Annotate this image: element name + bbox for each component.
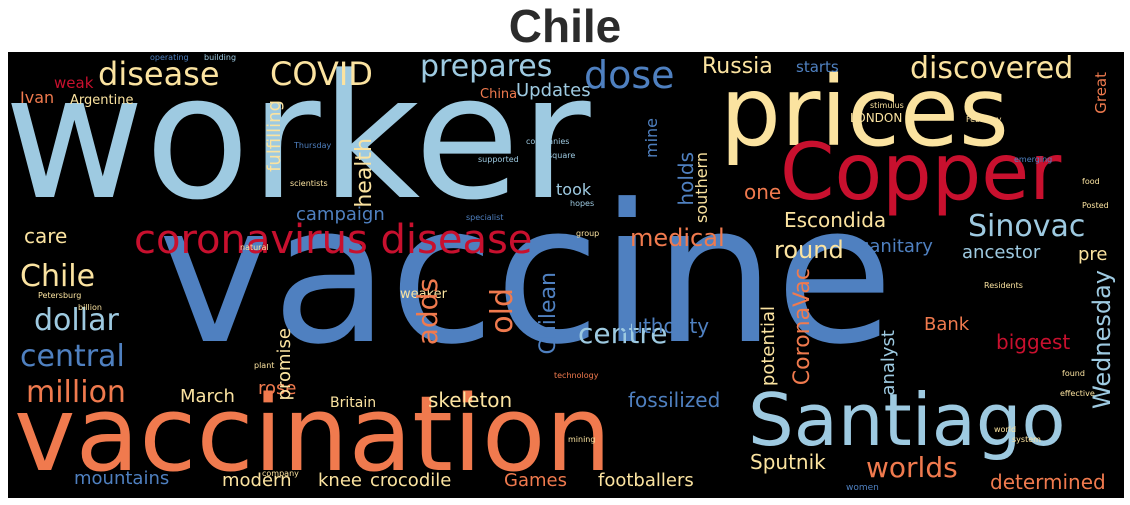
word-system: system — [1012, 435, 1041, 444]
word-hopes: hopes — [570, 199, 595, 208]
word-women: women — [846, 483, 879, 493]
word-disease: disease — [98, 55, 220, 93]
word-escondida: Escondida — [784, 208, 887, 232]
word-million: million — [26, 375, 126, 410]
word-petersburg: Petersburg — [38, 291, 82, 300]
word-coronavirus-disease: coronavirus disease — [134, 217, 533, 263]
word-dollar: dollar — [34, 303, 119, 338]
word-ancestor: ancestor — [962, 242, 1041, 263]
word-stimulus: stimulus — [870, 101, 904, 110]
word-central: central — [20, 339, 125, 374]
word-one: one — [744, 180, 782, 204]
word-scientists: scientists — [290, 179, 328, 188]
word-health: health — [352, 138, 377, 208]
word-biggest: biggest — [996, 330, 1071, 354]
word-sputnik: Sputnik — [750, 450, 826, 474]
word-skeleton: skeleton — [428, 388, 513, 412]
word-chile: Chile — [20, 259, 96, 294]
word-natural: natural — [240, 243, 269, 252]
word-round: round — [774, 236, 844, 264]
word-billion: billion — [78, 303, 102, 312]
word-games: Games — [504, 470, 567, 491]
word-argentine: Argentine — [70, 93, 134, 108]
word-care: care — [24, 224, 68, 248]
word-rose: rose — [258, 378, 297, 399]
word-potential: potential — [758, 306, 779, 387]
word-determined: determined — [990, 470, 1106, 494]
word-prepares: prepares — [420, 52, 553, 84]
word-pre: pre — [1078, 244, 1108, 265]
word-fossilized: fossilized — [628, 388, 721, 412]
word-square: square — [548, 151, 576, 160]
word-weak: weak — [54, 74, 94, 92]
word-knee: knee — [318, 470, 362, 491]
word-vaccination: vaccination — [14, 373, 612, 495]
word-discovered: discovered — [910, 52, 1074, 86]
word-companies: companies — [526, 137, 570, 146]
word-chilean: Chilean — [536, 272, 561, 355]
word-britain: Britain — [330, 395, 377, 411]
word-vaccine: vaccine — [158, 164, 894, 387]
word-company: company — [262, 469, 299, 478]
word-took: took — [556, 180, 592, 199]
word-sanitary: sanitary — [860, 236, 933, 257]
word-march: March — [180, 386, 235, 407]
word-modern: modern — [222, 470, 292, 491]
word-cloud: worker vaccine vaccination prices Copper… — [8, 52, 1124, 498]
word-great: Great — [1092, 72, 1110, 114]
word-analyst: analyst — [878, 330, 899, 396]
word-mining: mining — [568, 435, 596, 444]
word-mine: mine — [642, 118, 661, 159]
word-sinovac: Sinovac — [968, 209, 1086, 244]
word-technology: technology — [554, 371, 599, 380]
word-old: old — [485, 288, 520, 334]
word-emerging: emerging — [1014, 155, 1053, 164]
word-ivan: Ivan — [20, 88, 55, 107]
word-copper: Copper — [780, 128, 1062, 218]
word-bank: Bank — [924, 314, 970, 335]
word-specialist: specialist — [466, 213, 504, 222]
word-coronavac: CoronaVac — [790, 268, 815, 386]
word-world: world — [994, 425, 1017, 434]
word-updates: Updates — [516, 80, 591, 101]
word-mountains: mountains — [74, 468, 170, 489]
word-fulfilling: fulfilling — [264, 100, 285, 172]
word-residents: Residents — [984, 281, 1023, 290]
word-food: food — [1082, 177, 1100, 186]
word-effective: effective — [1060, 389, 1095, 398]
word-worker: worker — [8, 52, 591, 238]
word-posted: Posted — [1082, 201, 1109, 210]
word-campaign: campaign — [296, 204, 385, 225]
word-covid: COVID — [270, 55, 373, 93]
word-weaker: weaker — [400, 287, 448, 302]
word-southern: southern — [692, 152, 711, 223]
word-centre: centre — [578, 317, 668, 350]
word-found: found — [1062, 369, 1085, 378]
word-february: February — [966, 115, 1002, 124]
word-plant: plant — [254, 361, 275, 370]
page-title: Chile — [508, 0, 622, 52]
word-footballers: footballers — [598, 470, 694, 491]
word-supported: supported — [478, 155, 519, 164]
word-prices: prices — [720, 56, 1009, 168]
word-crocodile: crocodile — [370, 470, 452, 491]
word-authority: authority — [618, 314, 710, 338]
word-adds: adds — [411, 278, 444, 346]
word-santiago: Santiago — [748, 378, 1066, 462]
word-russia: Russia — [702, 54, 773, 79]
word-group: group — [576, 229, 600, 238]
word-china: China — [480, 87, 518, 102]
word-building: building — [204, 53, 237, 62]
word-thursday: Thursday — [294, 141, 332, 150]
word-starts: starts — [796, 58, 839, 76]
word-medical: medical — [630, 224, 725, 252]
word-dose: dose — [584, 53, 675, 97]
word-promise: promise — [274, 328, 295, 401]
word-london: LONDON — [850, 111, 903, 125]
word-worlds: worlds — [866, 451, 958, 484]
word-operating: operating — [150, 53, 189, 62]
